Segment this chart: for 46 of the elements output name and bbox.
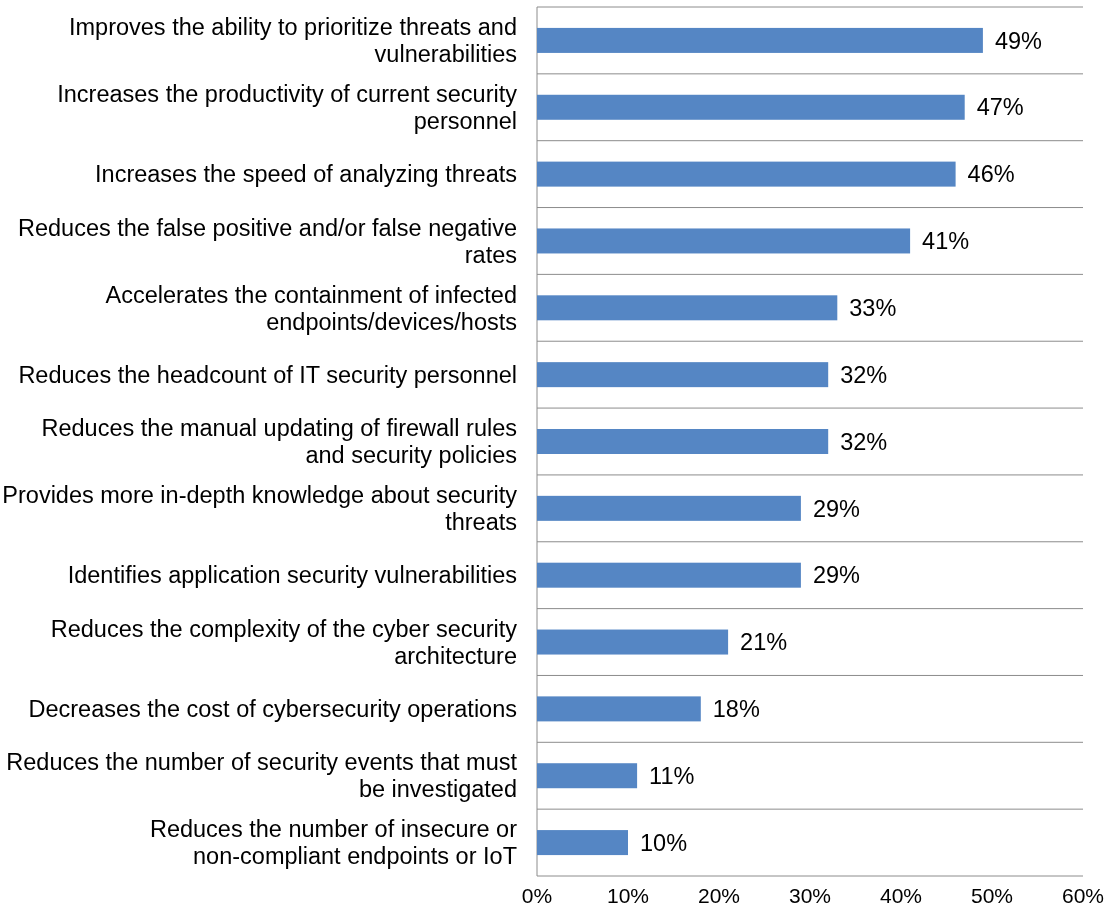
bar [537, 429, 829, 454]
data-label: 41% [922, 228, 970, 255]
data-label: 18% [712, 696, 760, 723]
bar [537, 94, 965, 120]
y-tick-label: Improves the ability to prioritize threats and vulnerabilities [68, 14, 517, 68]
data-label: 32% [840, 428, 888, 455]
bar [537, 830, 628, 856]
bar [537, 696, 701, 722]
x-tick-label: 30% [788, 884, 832, 908]
data-label: 49% [994, 27, 1043, 54]
bar [537, 629, 729, 655]
bar [537, 228, 911, 254]
data-label: 10% [640, 829, 688, 856]
data-label: 32% [840, 361, 888, 388]
y-tick-label: Reduces the complexity of the cyber security architecture [50, 615, 518, 669]
y-tick-label: Reduces the false positive and/or false negative rates [17, 214, 517, 268]
data-label: 21% [740, 629, 788, 656]
x-tick-label: 10% [606, 884, 650, 908]
data-label: 33% [849, 295, 897, 322]
data-label: 46% [967, 161, 1015, 188]
y-tick-label: Reduces the headcount of IT security personnel [18, 361, 517, 388]
y-tick-label: Identifies application security vulnerabilities [67, 562, 517, 589]
y-tick-label: Increases the speed of analyzing threats [95, 161, 517, 188]
data-label: 11% [649, 762, 695, 789]
y-tick-label: Reduces the manual updating of firewall rules and security policies [41, 415, 517, 469]
bar [537, 562, 801, 588]
y-tick-label: Decreases the cost of cybersecurity operations [28, 696, 517, 723]
y-tick-label: Provides more in-depth knowledge about security threats [2, 482, 518, 536]
data-label: 29% [812, 562, 861, 589]
bar [537, 295, 838, 321]
y-tick-label: Reduces the number of security events that must be investigated [6, 749, 518, 803]
x-tick-label: 0% [521, 884, 553, 908]
x-tick-label: 40% [879, 884, 923, 908]
bar [537, 495, 801, 521]
bar [537, 161, 956, 187]
data-label: 47% [976, 94, 1024, 121]
y-tick-label: Reduces the number of insecure or non-compliant endpoints or IoT [149, 816, 518, 870]
y-tick-label: Increases the productivity of current security personnel [57, 80, 518, 134]
bar [537, 27, 983, 53]
y-tick-label: Accelerates the containment of infected endpoints/devices/hosts [105, 281, 517, 335]
x-tick-label: 60% [1061, 884, 1105, 908]
data-label: 29% [812, 495, 861, 522]
bar [537, 362, 829, 388]
x-tick-label: 20% [697, 884, 741, 908]
bar [537, 763, 638, 789]
x-tick-label: 50% [970, 884, 1014, 908]
